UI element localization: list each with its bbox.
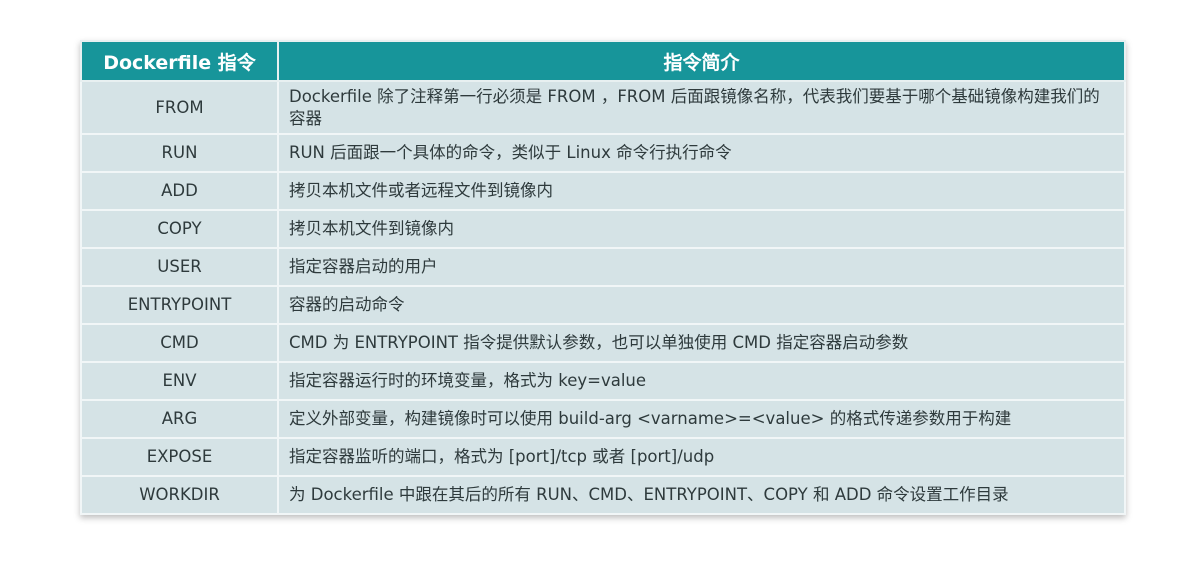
table-header-row: Dockerfile 指令 指令简介 [80,40,1126,82]
description-cell: 定义外部变量，构建镜像时可以使用 build-arg <varname>=<va… [277,399,1126,439]
description-cell: 为 Dockerfile 中跟在其后的所有 RUN、CMD、ENTRYPOINT… [277,475,1126,515]
table-row: COPY 拷贝本机文件到镜像内 [80,209,1126,249]
table-row: ADD 拷贝本机文件或者远程文件到镜像内 [80,171,1126,211]
table-row: ARG 定义外部变量，构建镜像时可以使用 build-arg <varname>=… [80,399,1126,439]
dockerfile-instructions-table: Dockerfile 指令 指令简介 FROM Dockerfile 除了注释第一… [80,40,1126,515]
instruction-cell: ENTRYPOINT [80,285,279,325]
description-cell: Dockerfile 除了注释第一行必须是 FROM ，FROM 后面跟镜像名称… [277,80,1126,135]
description-cell: 容器的启动命令 [277,285,1126,325]
table-row: FROM Dockerfile 除了注释第一行必须是 FROM ，FROM 后面跟… [80,80,1126,135]
instruction-cell: ENV [80,361,279,401]
description-cell: RUN 后面跟一个具体的命令，类似于 Linux 命令行执行命令 [277,133,1126,173]
description-cell: 指定容器监听的端口，格式为 [port]/tcp 或者 [port]/udp [277,437,1126,477]
table-row: ENTRYPOINT 容器的启动命令 [80,285,1126,325]
table-row: ENV 指定容器运行时的环境变量，格式为 key=value [80,361,1126,401]
instruction-cell: FROM [80,80,279,135]
description-cell: 指定容器运行时的环境变量，格式为 key=value [277,361,1126,401]
instruction-cell: USER [80,247,279,287]
description-cell: 拷贝本机文件或者远程文件到镜像内 [277,171,1126,211]
description-cell: 拷贝本机文件到镜像内 [277,209,1126,249]
instruction-cell: RUN [80,133,279,173]
instruction-cell: EXPOSE [80,437,279,477]
table-row: WORKDIR 为 Dockerfile 中跟在其后的所有 RUN、CMD、ENT… [80,475,1126,515]
header-instruction: Dockerfile 指令 [80,40,279,82]
description-cell: CMD 为 ENTRYPOINT 指令提供默认参数，也可以单独使用 CMD 指定… [277,323,1126,363]
instruction-cell: CMD [80,323,279,363]
table-row: EXPOSE 指定容器监听的端口，格式为 [port]/tcp 或者 [port]… [80,437,1126,477]
description-cell: 指定容器启动的用户 [277,247,1126,287]
instruction-cell: ADD [80,171,279,211]
header-description: 指令简介 [277,40,1126,82]
table-row: USER 指定容器启动的用户 [80,247,1126,287]
table-row: RUN RUN 后面跟一个具体的命令，类似于 Linux 命令行执行命令 [80,133,1126,173]
table-row: CMD CMD 为 ENTRYPOINT 指令提供默认参数，也可以单独使用 CMD… [80,323,1126,363]
instruction-cell: COPY [80,209,279,249]
instruction-cell: ARG [80,399,279,439]
instruction-cell: WORKDIR [80,475,279,515]
